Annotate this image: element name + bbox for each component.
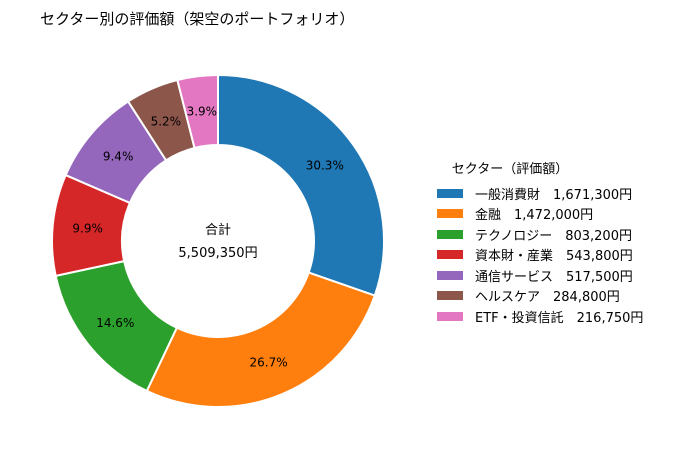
percent-label: 30.3% xyxy=(306,159,344,173)
legend-item: テクノロジー 803,200円 xyxy=(437,224,643,245)
donut-slice xyxy=(176,73,219,150)
legend-swatch xyxy=(437,229,463,239)
legend-item: ETF・投資信託 216,750円 xyxy=(437,306,643,327)
percent-labels: 30.3% 26.7% 14.6% 9.9% 9.4% 5.2% 3.9% xyxy=(72,104,343,369)
legend-swatch xyxy=(437,250,463,260)
legend-items: 一般消費財 1,671,300円 金融 1,472,000円テクノロジー 803,… xyxy=(437,183,643,327)
legend-label: ヘルスケア 284,800円 xyxy=(475,290,620,306)
percent-label: 5.2% xyxy=(151,114,182,128)
legend-label: 資本財・産業 543,800円 xyxy=(475,249,633,265)
percent-label: 9.9% xyxy=(72,222,103,236)
legend-item: ヘルスケア 284,800円 xyxy=(437,286,643,307)
center-total-value: 5,509,350円 xyxy=(178,246,257,261)
legend-label: 一般消費財 1,671,300円 xyxy=(475,187,633,203)
legend-swatch xyxy=(437,209,463,219)
legend: セクター（評価額） 一般消費財 1,671,300円 金融 1,472,000円テ… xyxy=(437,158,643,327)
legend-label: 金融 1,472,000円 xyxy=(475,208,594,224)
legend-item: 通信サービス 517,500円 xyxy=(437,265,643,286)
legend-label: 通信サービス 517,500円 xyxy=(475,269,633,285)
legend-item: 資本財・産業 543,800円 xyxy=(437,245,643,266)
legend-swatch xyxy=(437,270,463,280)
percent-label: 9.4% xyxy=(103,150,134,164)
legend-label: テクノロジー 803,200円 xyxy=(475,228,632,244)
percent-label: 26.7% xyxy=(249,355,287,369)
donut-slice xyxy=(145,271,377,408)
percent-label: 14.6% xyxy=(96,316,134,330)
legend-item: 金融 1,472,000円 xyxy=(437,204,643,225)
center-label: 合計 xyxy=(205,222,231,238)
legend-swatch xyxy=(437,311,463,321)
chart-title: セクター別の評価額（架空のポートフォリオ） xyxy=(40,10,355,28)
legend-label: ETF・投資信託 216,750円 xyxy=(475,310,644,326)
legend-title: セクター（評価額） xyxy=(451,162,569,177)
legend-swatch xyxy=(437,188,463,198)
donut-slices xyxy=(51,73,385,408)
percent-label: 3.9% xyxy=(187,104,218,118)
legend-swatch xyxy=(437,291,463,301)
legend-item: 一般消費財 1,671,300円 xyxy=(437,183,643,204)
donut-slice xyxy=(217,73,385,297)
